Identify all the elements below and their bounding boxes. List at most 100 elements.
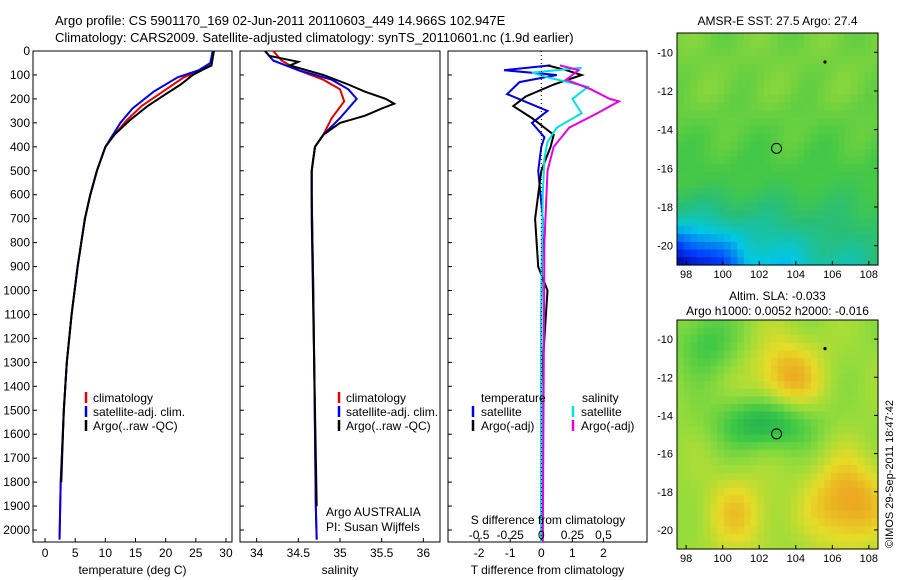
map-cell: [737, 503, 745, 512]
map-cell: [757, 226, 765, 235]
map-cell: [844, 510, 852, 520]
map-cell: [730, 472, 738, 481]
map-cell: [790, 350, 799, 359]
map-cell: [824, 434, 832, 443]
map-cell: [697, 518, 705, 527]
map-cell: [824, 335, 832, 344]
map-cell: [784, 118, 792, 127]
map-cell: [750, 396, 758, 405]
map-cell: [851, 87, 859, 96]
map-cell: [804, 465, 812, 474]
map-cell: [831, 335, 839, 344]
map-cell: [744, 94, 752, 104]
map-cell: [837, 442, 846, 451]
map-cell: [851, 388, 859, 397]
map-cell: [804, 87, 812, 96]
map-cell: [764, 118, 772, 127]
map-cell: [851, 365, 859, 375]
map-cell: [851, 358, 859, 367]
map-cell: [811, 257, 819, 266]
map-cell: [851, 495, 859, 504]
map-cell: [710, 403, 718, 413]
map-cell: [864, 442, 872, 451]
map-cell: [677, 218, 685, 227]
map-cell: [750, 48, 758, 57]
map-cell: [730, 125, 738, 135]
map-cell: [677, 179, 685, 189]
map-cell: [703, 373, 712, 382]
map-cell: [837, 187, 846, 196]
map-cell: [677, 141, 685, 150]
map-cell: [871, 358, 879, 367]
map-cell: [744, 358, 752, 367]
map-cell: [717, 203, 725, 212]
map-cell: [757, 102, 765, 111]
map-cell: [703, 164, 712, 173]
map-cell: [831, 434, 839, 443]
map-cell: [690, 503, 698, 512]
map-cell: [703, 257, 712, 266]
map-cell: [817, 71, 825, 80]
map-cell: [764, 434, 772, 443]
map-cell: [824, 358, 832, 367]
map-cell: [831, 179, 839, 189]
map-cell: [790, 203, 799, 212]
y-tick-label: 800: [10, 236, 30, 250]
map-cell: [744, 172, 752, 181]
map-cell: [737, 48, 745, 57]
map-cell: [871, 472, 879, 481]
map-cell: [757, 503, 765, 512]
map-cell: [777, 381, 785, 390]
map-cell: [857, 350, 866, 359]
map-cell: [837, 56, 846, 65]
map-cell: [864, 327, 872, 336]
map-cell: [864, 434, 872, 443]
map-cell: [770, 110, 779, 119]
map-cell: [831, 56, 839, 65]
map-cell: [864, 149, 872, 158]
map-cell: [737, 396, 745, 405]
y-tick-label: 1200: [3, 331, 30, 345]
map-cell: [750, 164, 758, 173]
map-cell: [710, 156, 718, 166]
map-cell: [784, 541, 792, 550]
map-cell: [790, 335, 799, 344]
map-cell: [804, 396, 812, 405]
map-cell: [757, 218, 765, 227]
map-cell: [837, 495, 846, 504]
map-cell: [864, 141, 872, 150]
map-cell: [737, 320, 745, 329]
map-cell: [844, 457, 852, 466]
map-cell: [697, 257, 705, 266]
map-cell: [804, 257, 812, 266]
map-cell: [677, 426, 685, 436]
map-cell: [744, 327, 752, 336]
map-cell: [690, 102, 698, 111]
map-cell: [790, 195, 799, 204]
map-cell: [864, 195, 872, 204]
map-cell: [764, 179, 772, 189]
map-cell: [777, 457, 785, 466]
map-cell: [871, 442, 879, 451]
map-cell: [837, 365, 846, 375]
map-cell: [784, 156, 792, 166]
map-cell: [851, 210, 859, 220]
map-cell: [757, 172, 765, 181]
map-cell: [697, 487, 705, 497]
map-cell: [837, 164, 846, 173]
map-cell: [750, 350, 758, 359]
map-cell: [683, 226, 691, 235]
map-cell: [857, 327, 866, 336]
difference-toplabel: S difference from climatology: [471, 513, 626, 527]
map-cell: [864, 518, 872, 527]
map-cell: [784, 403, 792, 413]
map-cell: [777, 487, 785, 497]
map-cell: [837, 241, 846, 251]
map-cell: [797, 465, 805, 474]
map-cell: [790, 449, 799, 458]
map-cell: [857, 320, 866, 329]
map-cell: [710, 327, 718, 336]
map-cell: [737, 164, 745, 173]
s-tick-label: 0.25: [561, 528, 585, 542]
map-cell: [730, 110, 738, 119]
